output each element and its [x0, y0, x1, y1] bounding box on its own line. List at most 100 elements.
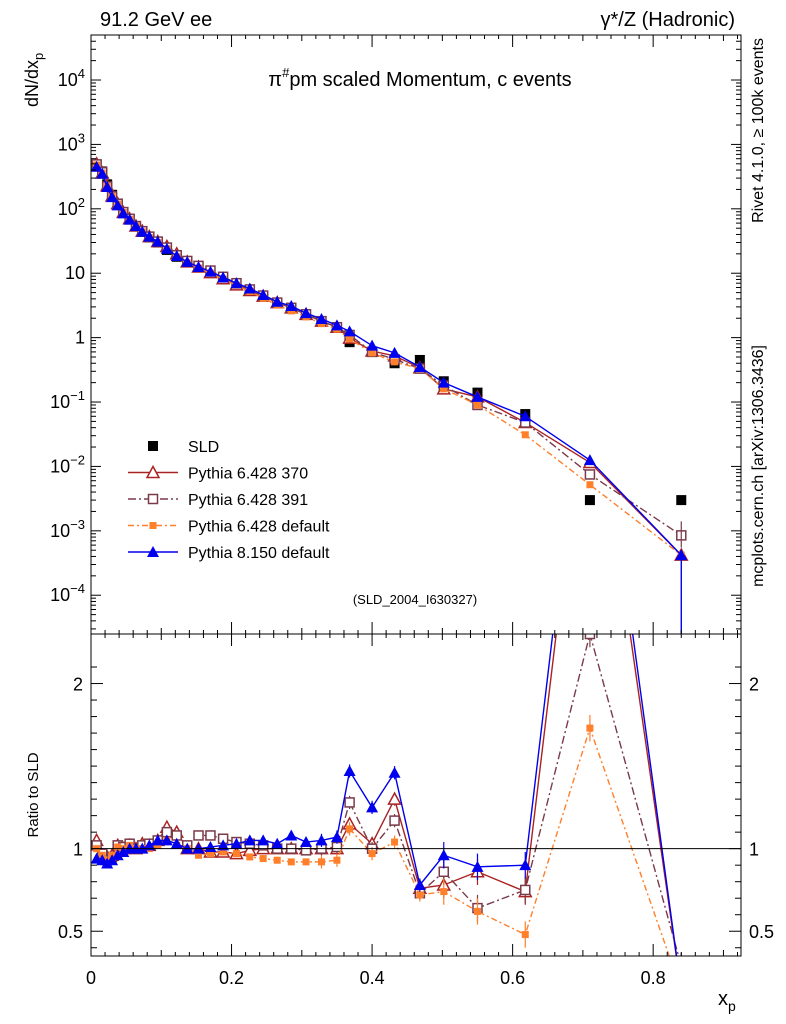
data-point: [271, 295, 284, 307]
data-point: [160, 242, 173, 254]
data-point: [413, 360, 426, 372]
ratio-point: [143, 839, 156, 851]
legend-entry: Pythia 8.150 default: [128, 545, 330, 562]
ratio-y-tick-label-right: 1: [749, 840, 759, 860]
ratio-point: [473, 907, 481, 915]
data-point: [521, 431, 529, 439]
legend: SLD Pythia 6.428 370 Pythia 6.428 391 Pythi…: [128, 439, 330, 562]
ratio-point: [333, 856, 341, 864]
y-tick-label: 10: [65, 263, 85, 283]
data-point: [96, 167, 109, 179]
ratio-point: [232, 850, 240, 858]
data-point: [391, 358, 399, 366]
legend-marker: [148, 441, 158, 451]
y-tick-label: 103: [58, 130, 85, 154]
main-title: π#pm scaled Momentum, c events: [268, 65, 571, 91]
y-tick-label: 102: [58, 195, 85, 219]
ratio-point: [259, 855, 267, 863]
x-axis-label: xp: [718, 988, 736, 1014]
data-point: [123, 213, 136, 225]
ratio-point: [230, 837, 243, 849]
ratio-point: [366, 801, 379, 813]
data-point: [388, 346, 401, 358]
ratio-point: [206, 850, 214, 858]
ratio-frame: [90, 633, 742, 957]
ratio-point: [101, 857, 114, 869]
legend-label: Pythia 8.150 default: [188, 545, 330, 562]
data-point: [91, 160, 103, 172]
ratio-point: [219, 848, 227, 856]
ratio-point: [285, 829, 298, 841]
ratio-line: [96, 634, 680, 956]
ratio-point: [160, 834, 173, 846]
legend-entry: Pythia 6.428 370: [128, 464, 308, 483]
ratio-point: [205, 830, 216, 841]
legend-label: Pythia 6.428 370: [188, 466, 308, 483]
data-point: [584, 495, 595, 506]
main-ylabel: dN/dxp: [22, 53, 46, 107]
data-point: [676, 495, 687, 506]
data-point: [440, 385, 448, 393]
ratio-point: [151, 834, 164, 846]
ratio-point: [389, 815, 400, 826]
legend-marker: [145, 464, 161, 479]
data-point: [366, 339, 379, 351]
ratio-point: [368, 850, 376, 858]
ratio-point: [117, 845, 130, 857]
y-tick-label: 1: [75, 328, 85, 348]
data-point: [315, 312, 328, 324]
data-point: [181, 255, 194, 267]
legend-marker: [147, 546, 159, 557]
ratio-point: [330, 831, 343, 843]
ratio-point: [331, 841, 343, 853]
legend-entry: Pythia 6.428 default: [128, 519, 330, 536]
data-point: [343, 325, 356, 337]
ratio-point: [388, 766, 401, 778]
data-point: [473, 401, 481, 409]
y-tick-label: 104: [58, 66, 85, 90]
ratio-point: [300, 836, 313, 848]
ratio-y-tick-label-right: 2: [749, 675, 759, 695]
ratio-point: [111, 849, 124, 861]
x-tick-label: 0: [86, 968, 96, 988]
ratio-point: [416, 891, 424, 899]
ratio-point: [243, 834, 256, 846]
data-point: [111, 199, 124, 211]
data-point: [285, 299, 298, 311]
legend-marker: [147, 493, 159, 505]
data-point: [584, 469, 596, 480]
ratio-point: [471, 860, 484, 872]
data-point: [471, 390, 484, 402]
legend-label: SLD: [188, 439, 219, 456]
legend-marker: [149, 522, 157, 529]
ratio-point: [438, 866, 450, 878]
ratio-point: [204, 841, 217, 853]
y-tick-label: 10−4: [50, 581, 85, 605]
x-tick-label: 0.8: [641, 968, 666, 988]
data-point: [117, 207, 130, 219]
data-point: [368, 349, 376, 357]
ratio-point: [300, 845, 312, 856]
ratio-panel: 0.5 0.5 1 1 2 2 0 0.2 0.4 0.6 0.8 Ratio to SLD xp: [25, 633, 774, 1014]
ratio-point: [271, 837, 284, 849]
data-point: [230, 277, 243, 289]
ratio-point: [317, 858, 325, 866]
ratio-point: [391, 838, 399, 846]
analysis-id: (SLD_2004_I630327): [353, 592, 477, 607]
ratio-y-tick-label: 2: [73, 675, 83, 695]
data-point: [192, 260, 205, 272]
x-tick-label: 0.6: [500, 968, 525, 988]
ratio-y-tick-label: 1: [73, 840, 83, 860]
data-point: [257, 288, 270, 300]
ratio-y-tick-label: 0.5: [58, 922, 83, 942]
data-point: [243, 282, 256, 294]
data-point: [583, 454, 596, 466]
data-point: [101, 181, 114, 193]
ratio-point: [257, 834, 270, 846]
data-point: [106, 191, 119, 203]
data-point: [300, 307, 313, 319]
data-point: [346, 335, 354, 343]
ratio-point: [246, 853, 254, 861]
data-point: [143, 230, 156, 242]
